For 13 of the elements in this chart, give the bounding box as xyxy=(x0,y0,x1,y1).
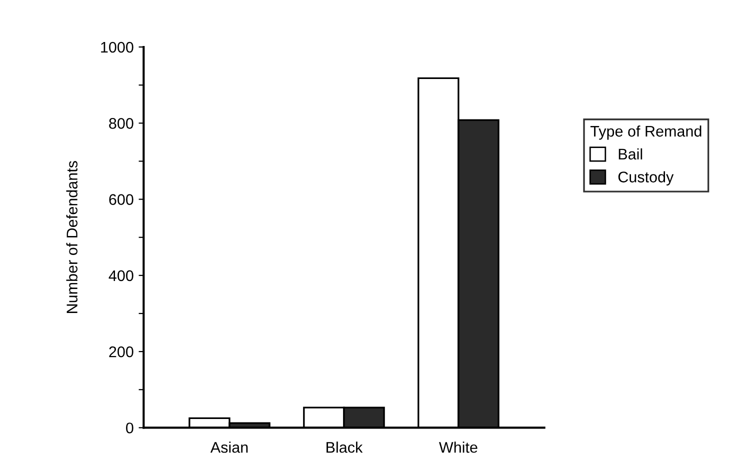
x-tick-label: Asian xyxy=(210,442,248,453)
y-tick-label: 200 xyxy=(109,346,134,358)
x-tick-label: White xyxy=(439,442,478,453)
y-tick-label: 600 xyxy=(109,194,134,205)
legend-title: Type of Remand xyxy=(590,125,702,140)
y-tick-label: 400 xyxy=(108,270,134,282)
y-tick-label: 1000 xyxy=(101,42,134,53)
y-tick-label: 800 xyxy=(109,118,134,129)
y-axis-title: Number of Defendants xyxy=(66,161,78,313)
x-tick-label: Black xyxy=(326,442,363,453)
y-tick-label: 0 xyxy=(126,422,134,434)
legend-label: Custody xyxy=(618,171,674,186)
legend-label: Bail xyxy=(618,148,642,160)
